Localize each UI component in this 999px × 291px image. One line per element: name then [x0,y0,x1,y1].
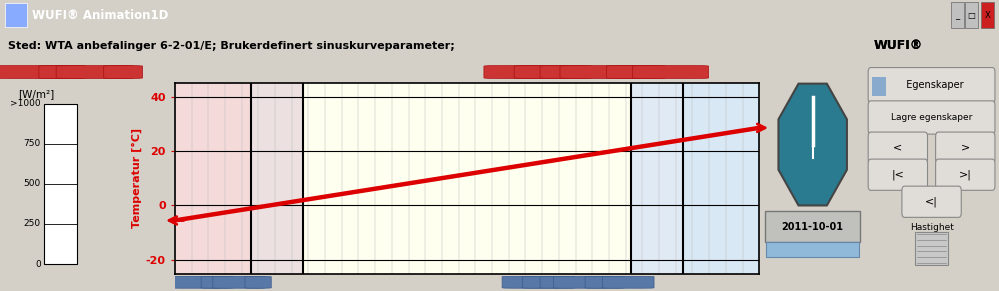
Text: |<: |< [891,169,904,180]
Bar [872,77,886,96]
Bar [5,3,27,28]
Text: Sted: WTA anbefalinger 6-2-01/E; Brukerdefinert sinuskurveparameter;: Sted: WTA anbefalinger 6-2-01/E; Brukerd… [8,41,455,51]
FancyBboxPatch shape [868,101,995,134]
FancyBboxPatch shape [936,159,995,190]
Bar [951,2,964,28]
Bar [864,31,999,61]
FancyBboxPatch shape [104,65,143,79]
FancyBboxPatch shape [560,65,639,79]
FancyBboxPatch shape [632,65,708,79]
FancyBboxPatch shape [868,132,927,163]
Text: Hastighet: Hastighet [910,223,953,232]
FancyBboxPatch shape [765,211,860,242]
FancyBboxPatch shape [0,65,69,79]
Text: WUFI®: WUFI® [874,39,923,52]
Text: 500: 500 [24,180,41,189]
FancyBboxPatch shape [56,65,134,79]
Bar [915,232,948,265]
Text: 750: 750 [24,139,41,148]
Y-axis label: Temperatur [°C]: Temperatur [°C] [131,128,142,228]
FancyBboxPatch shape [585,276,624,288]
FancyBboxPatch shape [502,276,543,288]
FancyBboxPatch shape [484,65,544,79]
Text: <: < [893,143,902,153]
Bar [981,2,994,28]
FancyBboxPatch shape [902,186,961,217]
Text: WUFI® Animation1D: WUFI® Animation1D [32,9,169,22]
FancyBboxPatch shape [201,276,233,288]
Text: >: > [961,143,970,153]
Bar [747,61,864,83]
Text: 250: 250 [24,219,41,228]
Text: WUFI®: WUFI® [874,39,923,52]
Text: Lagre egenskaper: Lagre egenskaper [891,113,972,122]
Bar [175,83,251,274]
Text: <|: <| [925,196,938,207]
Text: X: X [985,11,990,20]
FancyBboxPatch shape [868,68,995,103]
FancyBboxPatch shape [39,65,86,79]
Text: _: _ [955,11,960,20]
Text: Egenskaper: Egenskaper [900,80,963,90]
Bar [630,83,683,274]
Bar [965,2,978,28]
FancyBboxPatch shape [602,276,654,288]
Bar [766,242,859,257]
Text: □: □ [968,11,975,20]
Text: >|: >| [959,169,972,180]
FancyBboxPatch shape [245,276,272,288]
FancyBboxPatch shape [540,276,575,288]
FancyBboxPatch shape [522,276,560,288]
FancyBboxPatch shape [514,65,570,79]
FancyBboxPatch shape [553,276,607,288]
Text: [W/m²]: [W/m²] [18,89,55,99]
Bar [44,104,77,264]
FancyBboxPatch shape [606,65,665,79]
FancyBboxPatch shape [169,276,222,288]
FancyBboxPatch shape [213,276,266,288]
Text: 0: 0 [35,260,41,269]
FancyBboxPatch shape [540,65,592,79]
Bar [304,83,630,274]
FancyBboxPatch shape [868,159,927,190]
Bar [251,83,304,274]
Text: >1000: >1000 [10,100,41,109]
Bar [683,83,759,274]
Text: 2011-10-01: 2011-10-01 [781,222,844,232]
FancyBboxPatch shape [936,132,995,163]
Polygon shape [778,84,847,205]
